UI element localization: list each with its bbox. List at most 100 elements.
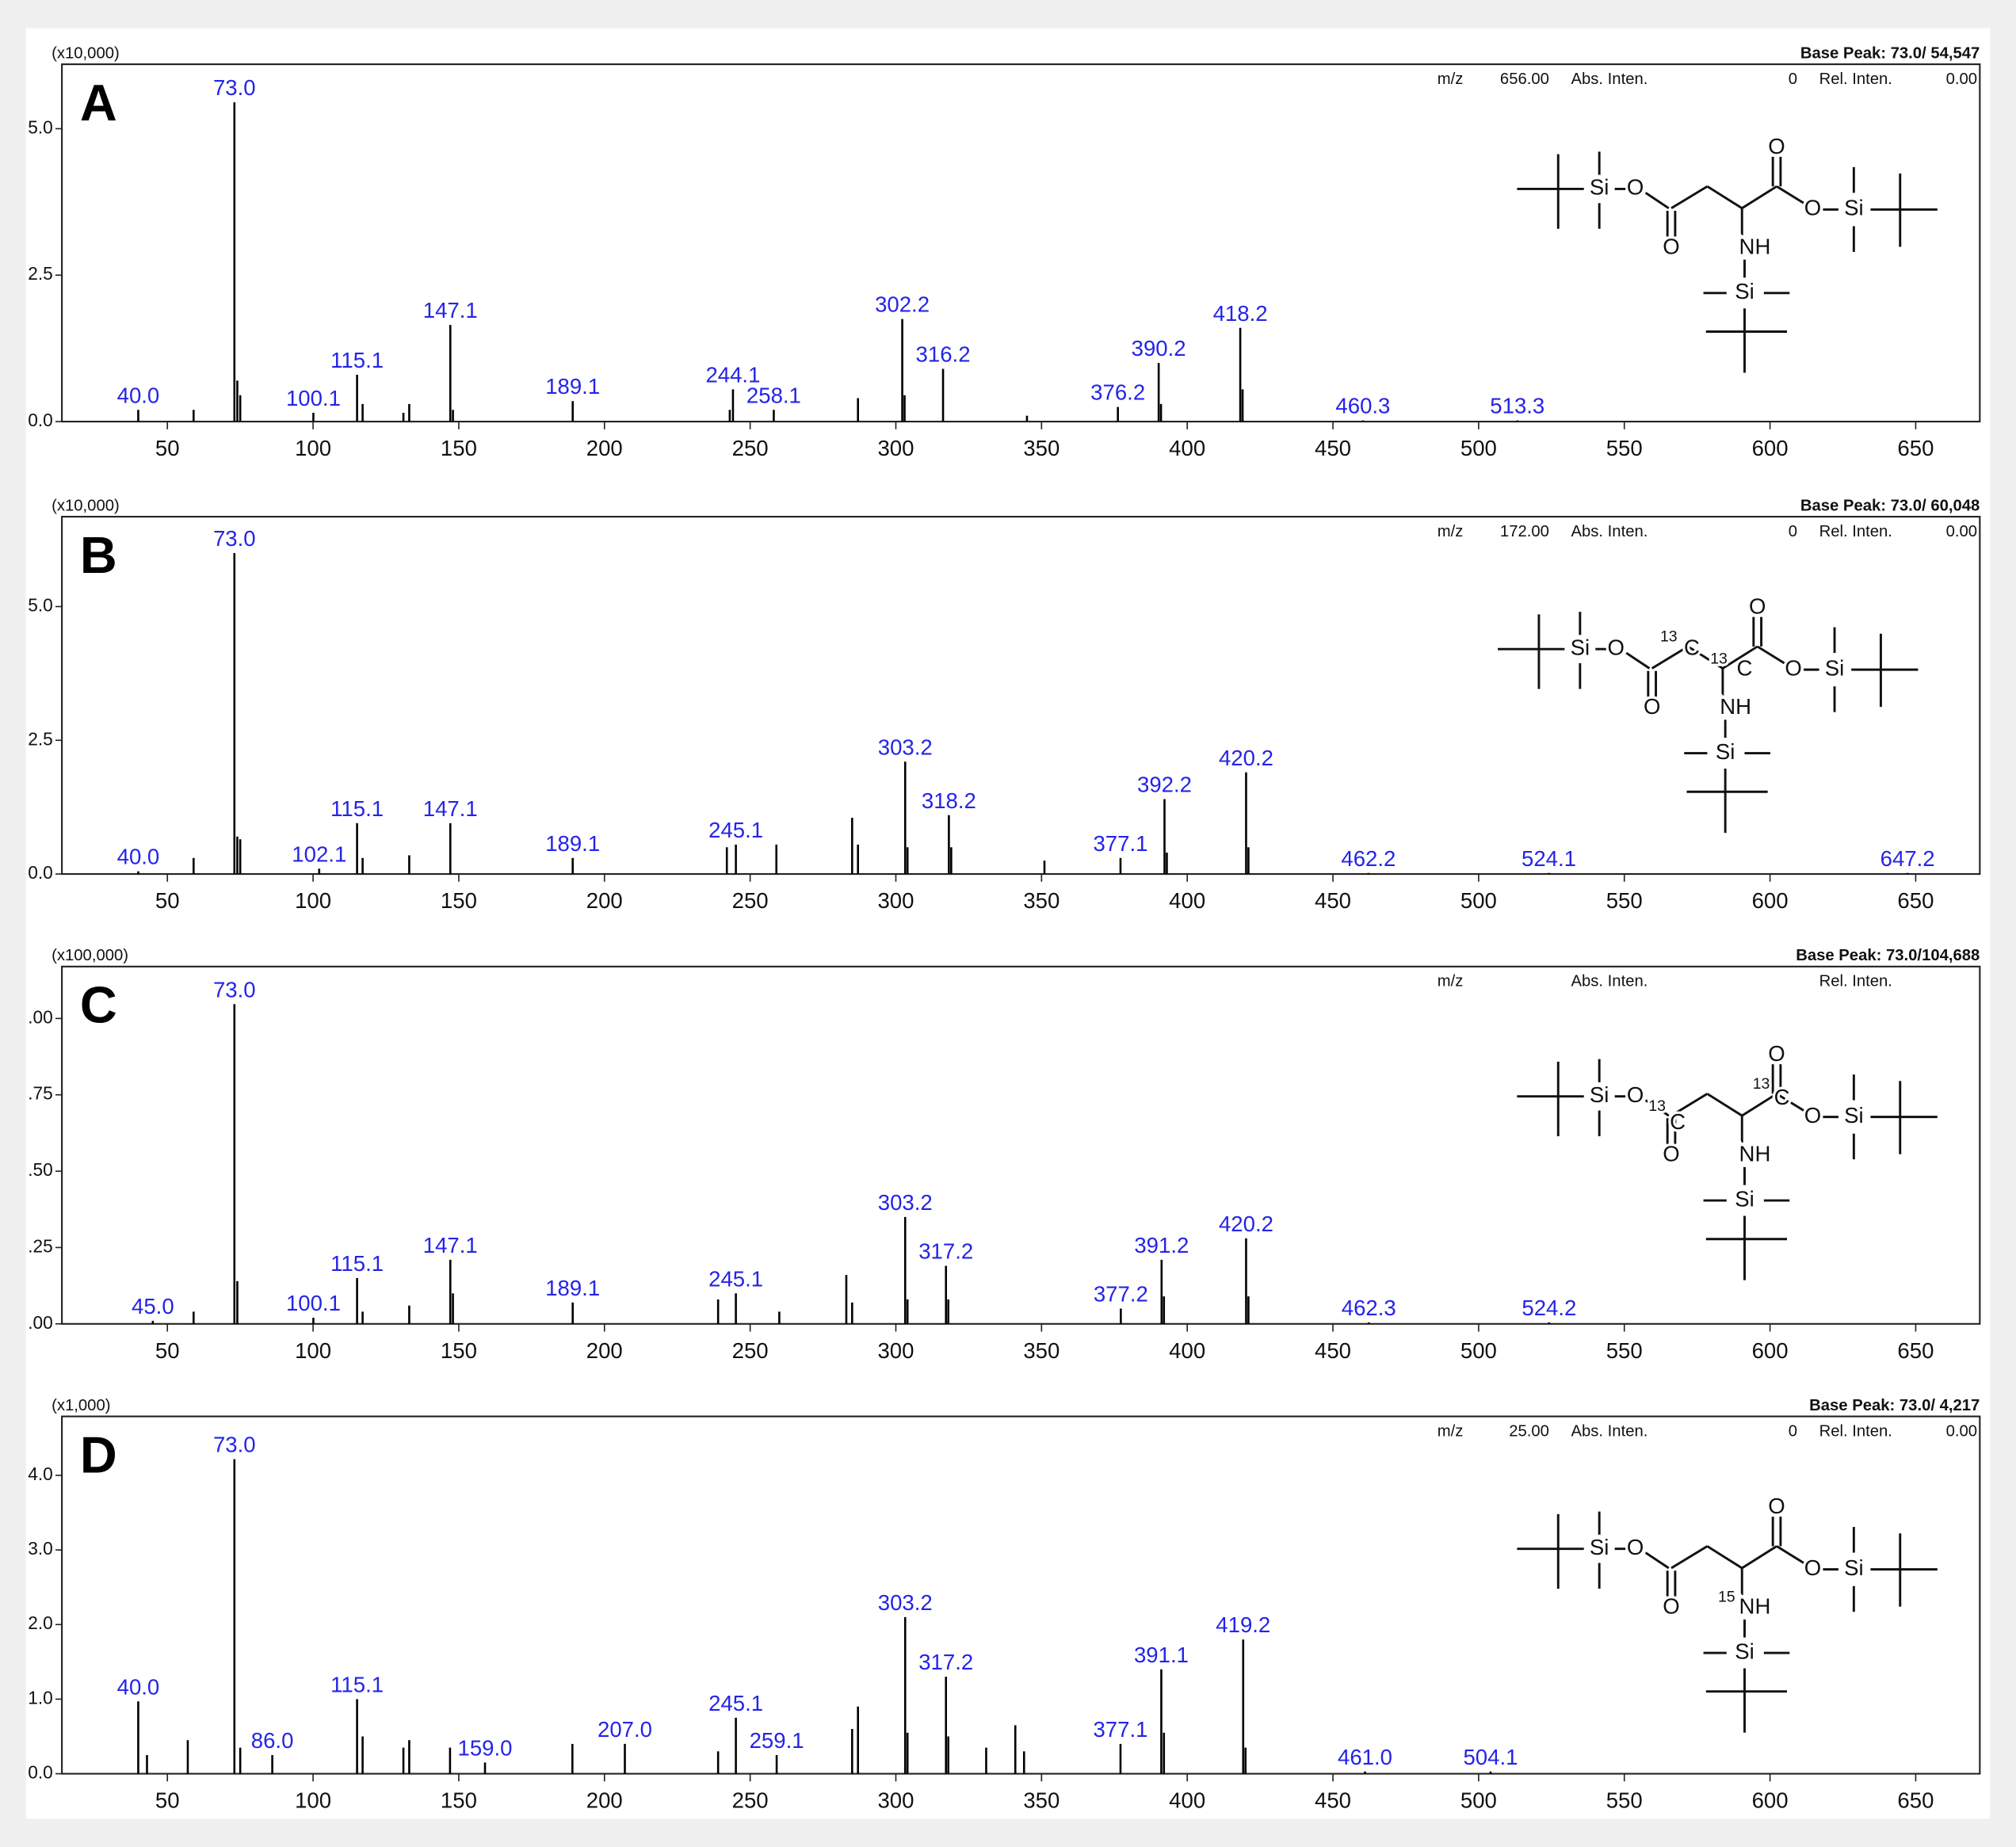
y-tick-label: 1.0 xyxy=(28,1687,53,1708)
plot-frame xyxy=(61,965,1981,1325)
x-tick-label: 450 xyxy=(1315,436,1351,460)
x-tick-label: 550 xyxy=(1606,1788,1643,1813)
x-tick-label: 650 xyxy=(1897,1788,1934,1813)
atom-label: O xyxy=(1804,1555,1821,1580)
peak-label: 259.1 xyxy=(750,1728,804,1753)
peak-label: 147.1 xyxy=(423,796,478,821)
peak-label: 418.2 xyxy=(1213,301,1268,326)
panel-area xyxy=(25,28,1991,1819)
info-abs-label: Abs. Inten. xyxy=(1571,71,1648,88)
x-tick-label: 500 xyxy=(1460,1788,1497,1813)
x-tick-label: 450 xyxy=(1315,888,1351,913)
x-tick-label: 100 xyxy=(295,436,331,460)
peak-label: 377.2 xyxy=(1094,1282,1148,1307)
peak-label: 73.0 xyxy=(213,526,256,551)
x-tick-label: 550 xyxy=(1606,888,1643,913)
peak-label: 504.1 xyxy=(1463,1745,1518,1769)
info-mz-label: m/z xyxy=(1438,1422,1464,1440)
y-tick-label: .00 xyxy=(28,1006,53,1027)
peak-label: 73.0 xyxy=(213,75,256,100)
peak-label: 100.1 xyxy=(286,1291,341,1315)
atom-label: O xyxy=(1663,234,1679,258)
peak-label: 115.1 xyxy=(330,1672,384,1696)
peak-label: 115.1 xyxy=(330,796,384,821)
bond xyxy=(1706,185,1743,210)
info-rel: 0.00 xyxy=(1946,523,1977,540)
info-abs: 0 xyxy=(1789,1422,1797,1440)
info-mz: 25.00 xyxy=(1509,1422,1549,1440)
peak-label: 524.2 xyxy=(1522,1296,1576,1320)
peak-label: 100.1 xyxy=(286,386,341,410)
info-rel-label: Rel. Inten. xyxy=(1819,973,1892,990)
bond xyxy=(1644,192,1670,209)
peak-label: 377.1 xyxy=(1093,1717,1147,1742)
peak-label: 461.0 xyxy=(1338,1745,1392,1769)
atom-label: C xyxy=(1774,1085,1790,1109)
atom-label: Si xyxy=(1571,635,1590,659)
atom-label: 13 xyxy=(1710,650,1728,667)
atom-label: O xyxy=(1768,134,1785,158)
bond xyxy=(1670,1093,1709,1117)
info-mz: 656.00 xyxy=(1500,71,1549,88)
atom-label: O xyxy=(1768,1494,1785,1518)
peak-label: 245.1 xyxy=(708,1266,763,1291)
x-tick-label: 600 xyxy=(1752,436,1789,460)
peak-label: 40.0 xyxy=(117,845,160,869)
x-tick-label: 150 xyxy=(441,888,477,913)
atom-label: Si xyxy=(1590,175,1609,200)
x-tick-label: 350 xyxy=(1023,436,1060,460)
bond xyxy=(1741,1093,1777,1117)
peak-label: 102.1 xyxy=(292,841,346,866)
peak-label: 392.2 xyxy=(1137,773,1192,797)
y-tick-label: 0.0 xyxy=(28,862,53,883)
bond xyxy=(1741,1545,1777,1570)
panel-letter: A xyxy=(80,74,117,132)
peak-label: 376.2 xyxy=(1090,380,1145,405)
bond xyxy=(1670,185,1709,210)
panel-letter: B xyxy=(80,526,117,584)
x-tick-label: 200 xyxy=(586,436,623,460)
peak-label: 73.0 xyxy=(213,1433,256,1457)
peak-label: 115.1 xyxy=(330,1251,384,1276)
base-peak: Base Peak: 73.0/ 60,048 xyxy=(1800,497,1980,514)
peak-label: 647.2 xyxy=(1880,846,1935,871)
info-mz-label: m/z xyxy=(1438,523,1464,540)
y-tick-label: .25 xyxy=(28,1235,53,1256)
y-tick-label: 2.5 xyxy=(28,728,53,749)
peak-label: 462.2 xyxy=(1341,846,1396,871)
x-tick-label: 200 xyxy=(586,888,623,913)
panel-letter: D xyxy=(80,1425,117,1483)
atom-label: Si xyxy=(1735,279,1754,303)
x-tick-label: 550 xyxy=(1606,1338,1643,1363)
peak-label: 391.2 xyxy=(1134,1233,1189,1257)
peak-label: 45.0 xyxy=(132,1294,174,1318)
atom-label: 15 xyxy=(1718,1588,1735,1605)
x-tick-label: 250 xyxy=(732,888,769,913)
peak-label: 303.2 xyxy=(878,735,933,759)
atom-label: 13 xyxy=(1753,1075,1770,1093)
peak-label: 115.1 xyxy=(330,348,384,372)
y-tick-label: 0.0 xyxy=(28,1762,53,1783)
x-tick-label: 450 xyxy=(1315,1788,1351,1813)
bond xyxy=(1776,1093,1804,1112)
bond xyxy=(1706,1545,1743,1570)
info-abs-label: Abs. Inten. xyxy=(1571,1422,1648,1440)
atom-label: O xyxy=(1627,1535,1644,1559)
info-mz: 172.00 xyxy=(1500,523,1549,540)
atom-label: NH xyxy=(1739,234,1771,258)
atom-label: O xyxy=(1768,1041,1785,1066)
x-tick-label: 500 xyxy=(1460,1338,1497,1363)
atom-label: C xyxy=(1670,1109,1686,1134)
x-tick-label: 350 xyxy=(1023,1338,1060,1363)
atom-label: O xyxy=(1627,175,1644,200)
atom-label: NH xyxy=(1720,694,1751,719)
x-tick-label: 650 xyxy=(1897,436,1934,460)
x-tick-label: 500 xyxy=(1460,436,1497,460)
atom-label: Si xyxy=(1844,1555,1864,1580)
x-tick-label: 600 xyxy=(1752,1788,1789,1813)
bond xyxy=(1776,185,1804,204)
atom-label: 13 xyxy=(1660,628,1678,646)
